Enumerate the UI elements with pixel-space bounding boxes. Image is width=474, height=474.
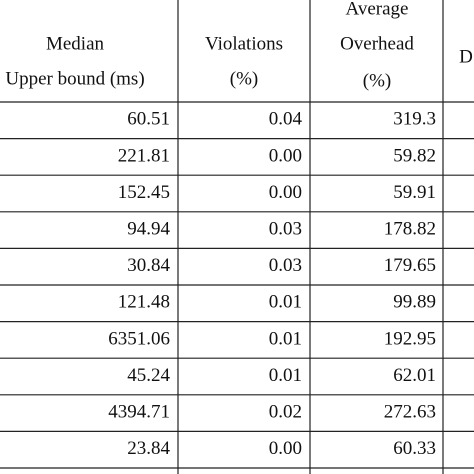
- table-cell: 23.84: [127, 438, 170, 459]
- header-cell: Average: [346, 0, 409, 19]
- table-cell: 0.04: [269, 109, 303, 130]
- table-cell: 0.03: [269, 255, 302, 276]
- table-cell: 0.01: [269, 365, 302, 386]
- table-cell: 0.01: [269, 328, 302, 349]
- header-cell: D: [459, 46, 473, 67]
- table-cell: 192.95: [384, 328, 436, 349]
- header-cell: Upper bound (ms): [5, 68, 144, 89]
- table-cell: 62.01: [393, 365, 436, 386]
- table-cell: 30.84: [127, 255, 170, 276]
- table-cell: 179.65: [384, 255, 436, 276]
- table-cell: 45.24: [127, 365, 170, 386]
- table-cell: 59.82: [393, 145, 436, 166]
- header-cell: (%): [363, 70, 391, 91]
- table-cell: 6351.06: [108, 328, 170, 349]
- table-cell: 272.63: [384, 401, 436, 422]
- table-cell: 121.48: [118, 292, 170, 313]
- table-cell: 152.45: [118, 182, 170, 203]
- table-cell: 60.33: [393, 438, 436, 459]
- table-cell: 0.02: [269, 401, 302, 422]
- table-cell: 60.51: [127, 109, 170, 130]
- table-cell: 0.00: [269, 182, 302, 203]
- table-cell: 0.01: [269, 292, 302, 313]
- table-cell: 0.00: [269, 438, 302, 459]
- header-cell: Overhead: [340, 33, 414, 54]
- table-cell: 319.3: [393, 109, 436, 130]
- table-cell: 178.82: [384, 218, 436, 239]
- table-cell: 4394.71: [108, 401, 170, 422]
- table-cell: 59.91: [393, 182, 436, 203]
- header-cell: Violations: [205, 33, 283, 54]
- header-cell: (%): [230, 68, 258, 89]
- header-cell: Median: [46, 33, 105, 54]
- table-cell: 221.81: [118, 145, 170, 166]
- table-cell: 0.00: [269, 145, 302, 166]
- table-cell: 99.89: [393, 292, 436, 313]
- table-cell: 94.94: [127, 218, 170, 239]
- table-cell: 0.03: [269, 218, 302, 239]
